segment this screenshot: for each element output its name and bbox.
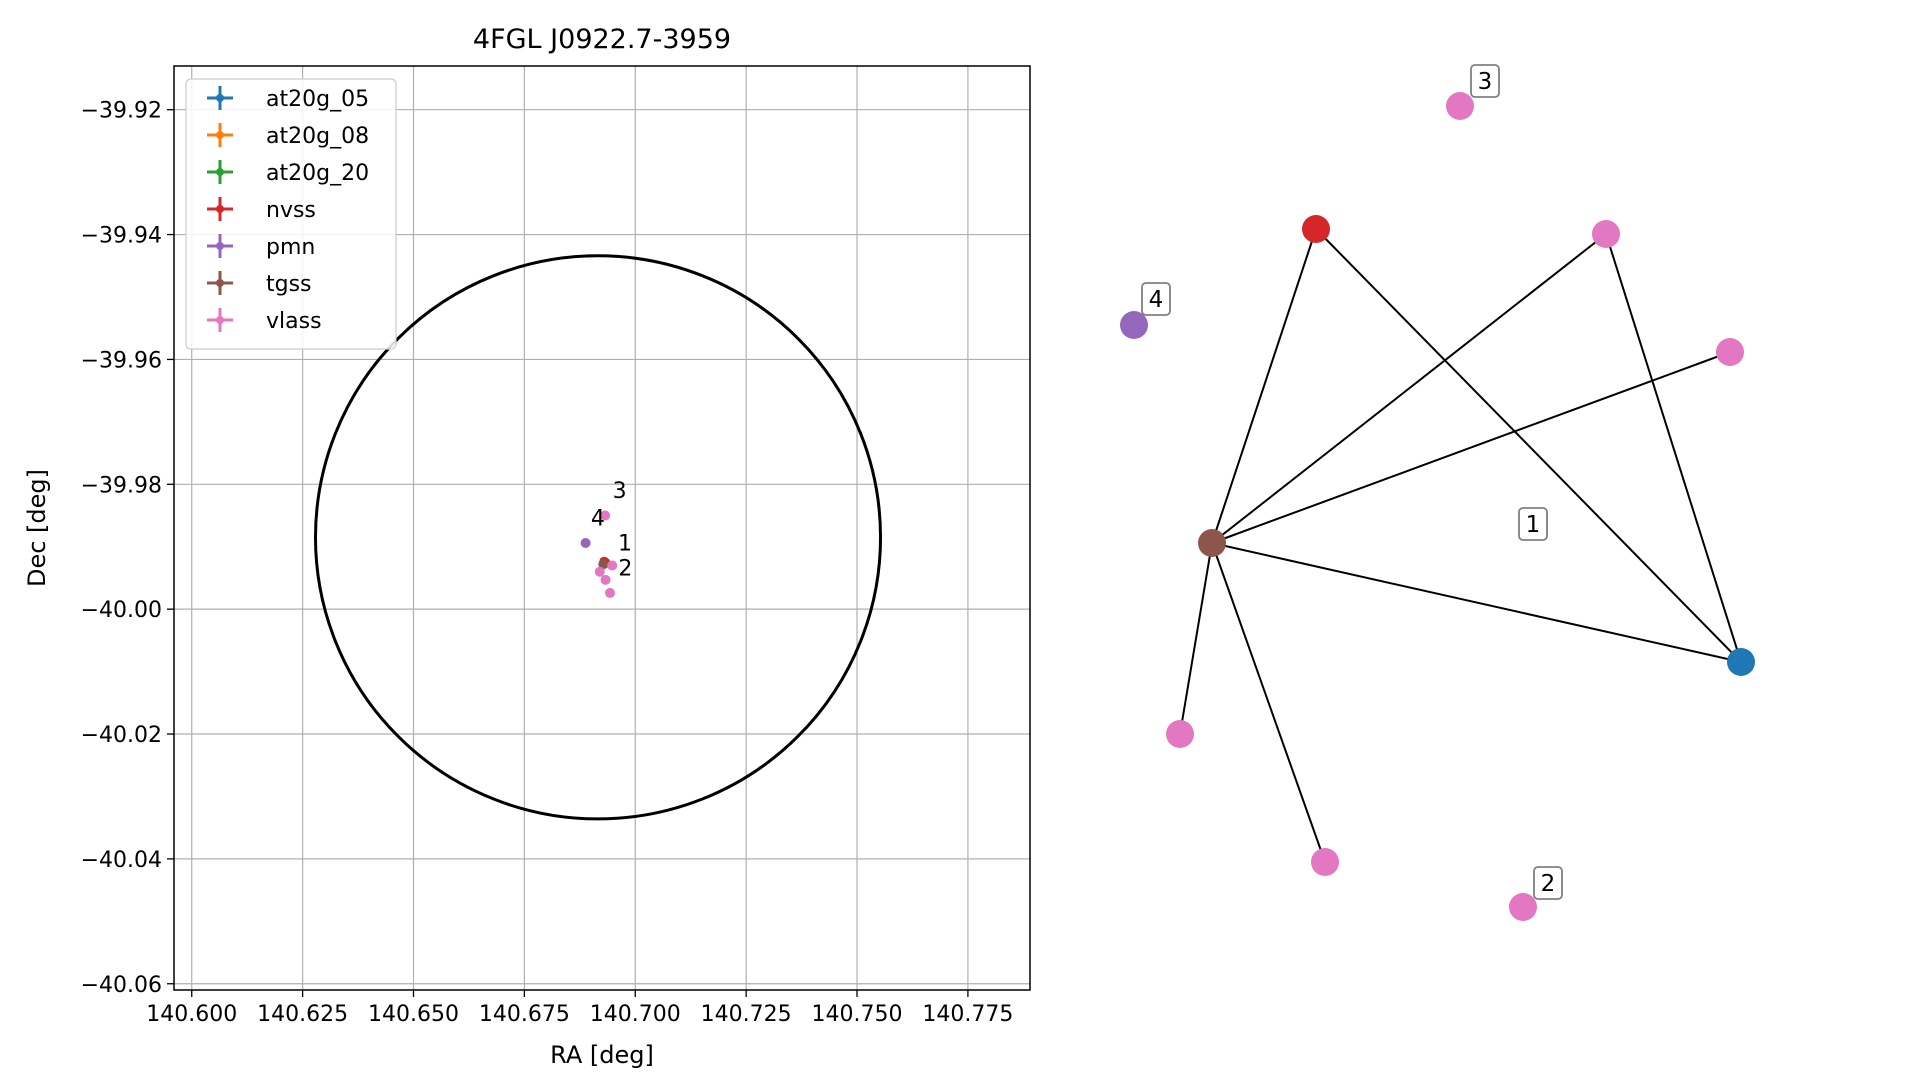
x-tick-label: 140.625 xyxy=(257,1002,348,1027)
network-node-pmn xyxy=(1120,311,1148,339)
network-edge xyxy=(1315,228,1742,663)
legend-marker xyxy=(216,131,224,139)
legend-marker xyxy=(216,279,224,287)
point-annotation: 2 xyxy=(618,556,632,581)
x-tick-label: 140.775 xyxy=(922,1002,1013,1027)
legend-label: nvss xyxy=(266,198,316,223)
x-tick-label: 140.675 xyxy=(479,1002,570,1027)
node-label-box xyxy=(1518,507,1548,541)
x-tick-label: 140.725 xyxy=(701,1002,792,1027)
network-node-at20g xyxy=(1727,648,1755,676)
scatter-panel: 140.600 140.625 140.650 140.675 140.700 140.7… xyxy=(23,24,1031,1069)
y-tick-label: −40.06 xyxy=(81,973,162,998)
data-point-vlass xyxy=(607,560,618,571)
node-label-box xyxy=(1533,866,1563,900)
network-edge xyxy=(1211,228,1317,544)
network-node-nvss xyxy=(1302,215,1330,243)
network-edge xyxy=(1211,351,1731,544)
network-node-vlass xyxy=(1166,720,1194,748)
node-label-box xyxy=(1141,282,1171,316)
network-node-vlass xyxy=(1509,893,1537,921)
network-node-vlass xyxy=(1716,338,1744,366)
y-tick-label: −40.00 xyxy=(81,598,162,623)
error-circle xyxy=(313,254,883,821)
node-label-box xyxy=(1470,64,1500,98)
legend-box xyxy=(185,78,397,350)
legend-label: vlass xyxy=(266,309,322,334)
network-edge xyxy=(1211,542,1326,863)
network-edge xyxy=(1211,542,1742,663)
point-annotation: 4 xyxy=(591,507,605,532)
node-label: 4 xyxy=(1149,287,1164,313)
y-axis-label: Dec [deg] xyxy=(23,469,51,587)
legend-label: at20g_05 xyxy=(266,87,369,112)
network-node-tgss xyxy=(1198,529,1226,557)
chart-title: 4FGL J0922.7-3959 xyxy=(473,24,731,55)
legend-label: pmn xyxy=(266,235,315,260)
node-label: 2 xyxy=(1541,871,1556,897)
data-point-tgss xyxy=(598,559,609,570)
x-tick-label: 140.700 xyxy=(590,1002,681,1027)
network-edge xyxy=(1605,233,1742,663)
network-edge xyxy=(1211,233,1607,544)
data-point-vlass xyxy=(594,566,605,577)
data-point-pmn xyxy=(580,537,591,548)
legend-marker xyxy=(216,168,224,176)
legend-label: at20g_20 xyxy=(266,161,369,186)
point-annotation: 1 xyxy=(618,531,632,556)
network-node-vlass xyxy=(1592,220,1620,248)
y-tick-label: −39.96 xyxy=(81,348,162,373)
data-point-vlass xyxy=(604,587,615,598)
node-label: 1 xyxy=(1526,512,1541,538)
data-point-vlass xyxy=(600,574,611,585)
node-label: 3 xyxy=(1478,69,1493,95)
network-node-vlass xyxy=(1446,92,1474,120)
network-node-vlass xyxy=(1311,848,1339,876)
y-tick-label: −39.92 xyxy=(81,99,162,124)
x-axis-label: RA [deg] xyxy=(550,1041,654,1069)
x-tick-label: 140.750 xyxy=(812,1002,903,1027)
y-tick-label: −40.02 xyxy=(81,723,162,748)
legend-marker xyxy=(216,205,224,213)
x-tick-label: 140.600 xyxy=(146,1002,237,1027)
x-tick-label: 140.650 xyxy=(368,1002,459,1027)
legend-marker xyxy=(216,242,224,250)
data-point-vlass xyxy=(600,510,611,521)
legend-marker xyxy=(216,316,224,324)
network-panel: 4 3 2 1 xyxy=(1120,64,1755,921)
axes-frame xyxy=(173,65,1031,991)
network-edge xyxy=(1179,542,1213,735)
legend-label: at20g_08 xyxy=(266,124,369,149)
point-annotation: 3 xyxy=(613,479,627,504)
legend-label: tgss xyxy=(266,272,312,297)
y-tick-label: −40.04 xyxy=(81,848,162,873)
y-tick-label: −39.98 xyxy=(81,473,162,498)
y-tick-label: −39.94 xyxy=(81,224,162,249)
legend-marker xyxy=(216,94,224,102)
